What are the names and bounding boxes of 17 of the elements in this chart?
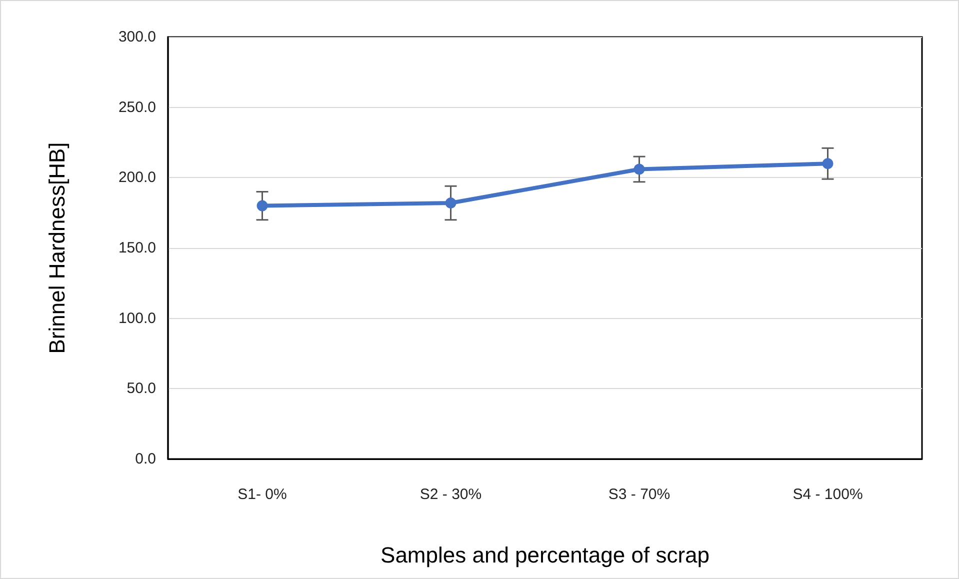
y-tick-label: 300.0 <box>118 28 156 46</box>
point <box>822 158 834 170</box>
y-tick-label: 0.0 <box>135 450 156 468</box>
point <box>445 197 456 208</box>
point <box>634 164 645 175</box>
y-axis-title: Brinnel Hardness[HB] <box>44 142 70 354</box>
y-tick-label: 150.0 <box>118 240 156 256</box>
x-tick-label: S4 - 100% <box>792 486 863 503</box>
x-tick-label: S2 - 30% <box>420 486 482 503</box>
point <box>256 200 268 212</box>
y-tick-label: 250.0 <box>118 98 156 116</box>
x-tick-label: S1- 0% <box>238 486 287 503</box>
y-tick-label: 50.0 <box>126 380 156 398</box>
y-tick-label: 100.0 <box>118 310 156 327</box>
y-tick-label: 200.0 <box>118 169 156 186</box>
x-axis-title: Samples and percentage of scrap <box>380 542 710 568</box>
x-tick-label: S3 - 70% <box>608 486 670 503</box>
